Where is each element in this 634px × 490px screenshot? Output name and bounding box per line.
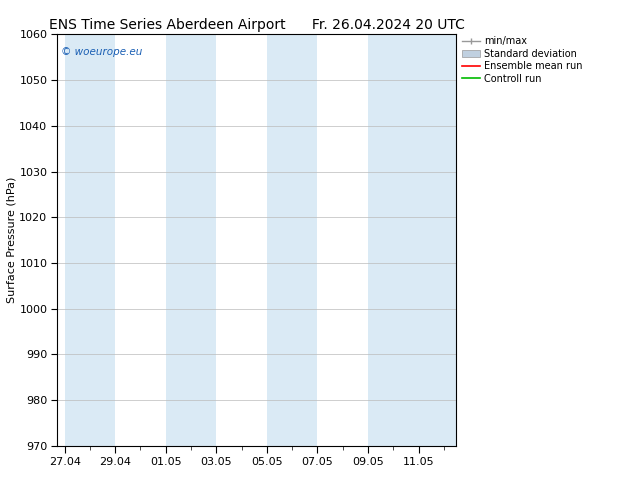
Text: © woeurope.eu: © woeurope.eu: [61, 47, 143, 57]
Bar: [368, 34, 418, 446]
Bar: [165, 34, 216, 446]
Bar: [65, 34, 115, 446]
Bar: [267, 34, 318, 446]
Title: ENS Time Series Aberdeen Airport      Fr. 26.04.2024 20 UTC: ENS Time Series Aberdeen Airport Fr. 26.…: [49, 18, 465, 32]
Bar: [418, 34, 456, 446]
Y-axis label: Surface Pressure (hPa): Surface Pressure (hPa): [6, 177, 16, 303]
Legend: min/max, Standard deviation, Ensemble mean run, Controll run: min/max, Standard deviation, Ensemble me…: [460, 34, 585, 85]
